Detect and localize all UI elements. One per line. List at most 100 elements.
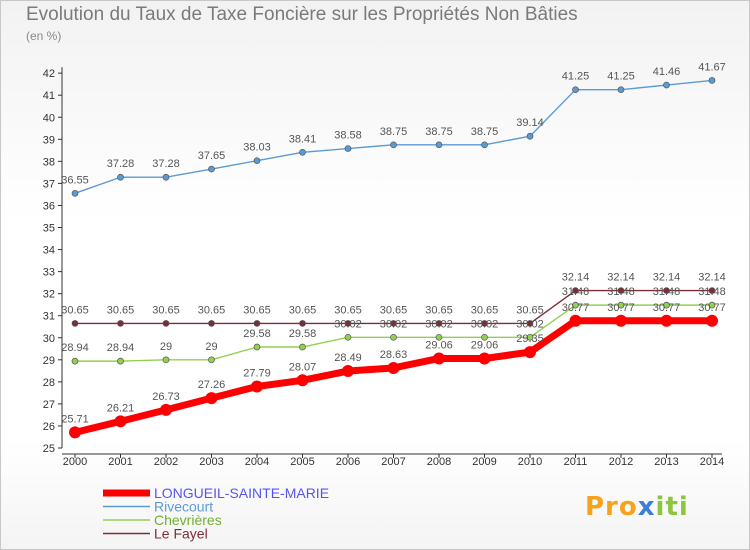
series-point-0 bbox=[660, 314, 673, 327]
data-label-0: 27.79 bbox=[243, 367, 271, 379]
legend-label-3: Le Fayel bbox=[154, 526, 208, 542]
data-label-2: 28.94 bbox=[107, 342, 135, 354]
series-point-2 bbox=[208, 356, 215, 364]
data-label-1: 37.28 bbox=[152, 158, 180, 170]
data-label-3: 32.14 bbox=[698, 272, 726, 284]
axes: 25 26 27 28 29 30 31 32 33 34 35 36 37 38 39 40 41 42 2000… bbox=[43, 67, 724, 468]
series-point-3 bbox=[299, 320, 306, 327]
data-label-1: 38.58 bbox=[334, 130, 362, 142]
data-label-1: 39.14 bbox=[516, 117, 544, 129]
data-label-0: 29.35 bbox=[516, 333, 544, 345]
data-label-2: 30.02 bbox=[425, 318, 453, 330]
series-point-2 bbox=[572, 301, 579, 309]
x-tick-label: 2014 bbox=[700, 456, 724, 468]
y-tick-label: 36 bbox=[43, 200, 55, 212]
data-label-2: 31.48 bbox=[607, 286, 635, 298]
logo-text-iti: iti bbox=[655, 492, 689, 522]
series-point-3 bbox=[435, 320, 443, 327]
logo-text-pro: Pro bbox=[585, 492, 638, 522]
series-point-1 bbox=[617, 86, 625, 94]
data-label-2: 31.48 bbox=[562, 286, 590, 298]
chart-title: Evolution du Taux de Taxe Foncière sur l… bbox=[26, 4, 578, 25]
data-label-0: 28.49 bbox=[334, 352, 362, 364]
series-point-1 bbox=[481, 141, 488, 149]
data-label-0: 25.71 bbox=[61, 413, 89, 425]
data-label-2: 29 bbox=[160, 341, 172, 353]
y-tick-label: 39 bbox=[43, 134, 55, 146]
data-label-0: 28.63 bbox=[380, 349, 408, 361]
series-point-2 bbox=[390, 333, 397, 341]
series-point-0 bbox=[69, 426, 81, 439]
y-tick-label: 30 bbox=[43, 333, 55, 345]
x-tick-label: 2001 bbox=[108, 456, 132, 468]
x-tick-label: 2009 bbox=[472, 456, 496, 468]
series-point-0 bbox=[251, 380, 263, 393]
series-point-0 bbox=[706, 314, 718, 327]
data-label-3: 30.65 bbox=[334, 304, 362, 316]
series-point-1 bbox=[390, 141, 397, 149]
series-point-3 bbox=[253, 320, 261, 327]
data-label-1: 37.28 bbox=[107, 158, 135, 170]
x-tick-label: 2000 bbox=[63, 456, 87, 468]
data-label-0: 26.73 bbox=[152, 391, 180, 403]
data-label-1: 38.75 bbox=[425, 126, 453, 138]
series-point-1 bbox=[344, 145, 352, 152]
data-label-2: 29 bbox=[205, 341, 217, 353]
data-label-0: 29.06 bbox=[425, 339, 453, 351]
data-label-0: 29.06 bbox=[471, 339, 499, 351]
series-point-3 bbox=[208, 320, 215, 327]
y-tick-label: 27 bbox=[43, 399, 55, 411]
series-point-3 bbox=[117, 320, 124, 327]
y-tick-label: 25 bbox=[43, 443, 55, 455]
series-point-1 bbox=[253, 157, 261, 165]
x-tick-label: 2002 bbox=[154, 456, 178, 468]
data-label-3: 30.65 bbox=[380, 304, 408, 316]
x-tick-label: 2012 bbox=[609, 456, 633, 468]
logo-text-x: x bbox=[637, 492, 656, 522]
y-tick-label: 34 bbox=[43, 245, 55, 257]
data-label-3: 32.14 bbox=[562, 272, 590, 284]
data-label-2: 28.94 bbox=[61, 342, 89, 354]
series-point-2 bbox=[708, 301, 716, 309]
x-tick-label: 2006 bbox=[336, 456, 360, 468]
data-label-1: 38.75 bbox=[471, 126, 499, 138]
series-point-3 bbox=[481, 320, 488, 327]
y-tick-label: 38 bbox=[43, 156, 55, 168]
series-point-2 bbox=[162, 356, 170, 364]
series-point-0 bbox=[569, 314, 582, 327]
data-label-3: 30.65 bbox=[198, 304, 226, 316]
data-label-1: 37.65 bbox=[198, 150, 226, 162]
legend-label-2: Chevrières bbox=[154, 512, 222, 528]
data-label-2: 31.48 bbox=[698, 286, 726, 298]
series-point-1 bbox=[663, 81, 670, 89]
series-point-2 bbox=[663, 301, 670, 309]
series-point-0 bbox=[342, 365, 354, 378]
data-label-0: 30.77 bbox=[653, 302, 681, 314]
data-label-2: 29.58 bbox=[289, 328, 317, 340]
data-labels-layer: 25.71 26.21 26.73 27.26 27.79 28.07 28.49 28.63… bbox=[61, 61, 726, 425]
series-point-1 bbox=[435, 141, 443, 149]
series-point-2 bbox=[253, 343, 261, 351]
data-label-0: 30.77 bbox=[698, 302, 726, 314]
series-point-2 bbox=[617, 301, 625, 309]
series-point-1 bbox=[572, 86, 579, 94]
data-label-2: 30.02 bbox=[380, 318, 408, 330]
series-point-3 bbox=[663, 287, 670, 294]
series-point-3 bbox=[344, 320, 352, 327]
data-label-1: 41.25 bbox=[607, 71, 635, 83]
series-point-3 bbox=[526, 320, 534, 327]
series-point-0 bbox=[478, 352, 491, 365]
data-label-3: 30.65 bbox=[289, 304, 317, 316]
series-point-2 bbox=[481, 333, 488, 341]
series-point-1 bbox=[526, 132, 534, 140]
series-point-1 bbox=[162, 173, 170, 181]
series-point-1 bbox=[208, 165, 215, 173]
series-point-3 bbox=[390, 320, 397, 327]
data-label-1: 41.46 bbox=[653, 66, 681, 78]
series-point-3 bbox=[572, 287, 579, 294]
y-tick-label: 26 bbox=[43, 421, 55, 433]
y-tick-label: 31 bbox=[43, 311, 55, 323]
data-label-1: 41.67 bbox=[698, 61, 726, 73]
